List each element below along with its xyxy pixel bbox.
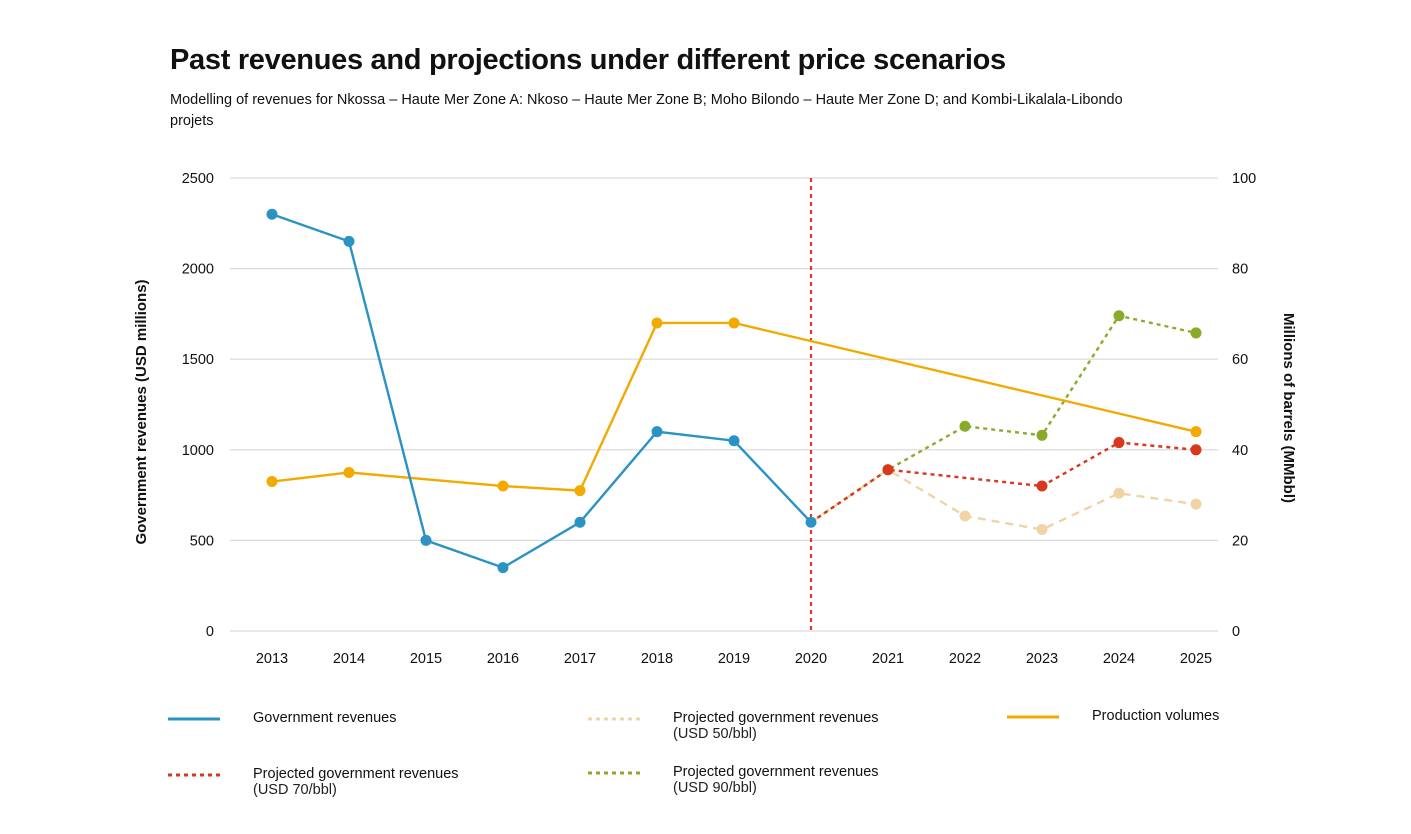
data-point bbox=[266, 208, 278, 220]
data-point bbox=[959, 420, 971, 432]
data-point bbox=[1190, 327, 1202, 339]
legend-swatch bbox=[168, 717, 220, 721]
x-tick-label: 2020 bbox=[795, 651, 827, 667]
data-point bbox=[1036, 524, 1048, 536]
x-tick-label: 2015 bbox=[410, 651, 442, 667]
y-tick-label: 500 bbox=[190, 533, 214, 549]
data-point bbox=[343, 466, 355, 478]
y2-tick-label: 60 bbox=[1232, 352, 1248, 368]
legend-sublabel: (USD 90/bbl) bbox=[673, 780, 757, 796]
x-tick-label: 2017 bbox=[564, 651, 596, 667]
y2-tick-label: 0 bbox=[1232, 624, 1240, 640]
data-point bbox=[1113, 437, 1125, 449]
data-point bbox=[728, 317, 740, 329]
legend-sublabel: (USD 50/bbl) bbox=[673, 726, 757, 742]
y-tick-label: 1500 bbox=[182, 352, 214, 368]
data-point bbox=[497, 480, 509, 492]
data-point bbox=[959, 510, 971, 522]
x-tick-label: 2018 bbox=[641, 651, 673, 667]
legend-label: Government revenues bbox=[253, 710, 397, 726]
data-point bbox=[497, 562, 509, 574]
x-tick-label: 2013 bbox=[256, 651, 288, 667]
y-tick-label: 1000 bbox=[182, 443, 214, 459]
data-point bbox=[1113, 487, 1125, 499]
x-tick-label: 2022 bbox=[949, 651, 981, 667]
legend-item: Projected government revenues (USD 90/bbl… bbox=[673, 764, 879, 796]
data-point bbox=[1036, 429, 1048, 441]
series-line bbox=[271, 321, 1197, 492]
x-tick-label: 2021 bbox=[872, 651, 904, 667]
y2-tick-label: 40 bbox=[1232, 443, 1248, 459]
legend-item: Government revenues bbox=[253, 710, 396, 726]
y2-tick-label: 80 bbox=[1232, 262, 1248, 278]
x-tick-label: 2023 bbox=[1026, 651, 1058, 667]
data-point bbox=[651, 317, 663, 329]
x-tick-label: 2024 bbox=[1103, 651, 1135, 667]
data-point bbox=[574, 516, 586, 528]
data-point bbox=[1190, 444, 1202, 456]
legend-item: Production volumes bbox=[1092, 708, 1219, 724]
data-point bbox=[651, 426, 663, 438]
chart-subtitle: Modelling of revenues for Nkossa – Haute… bbox=[170, 92, 1123, 129]
chart-title: Past revenues and projections under diff… bbox=[170, 44, 1006, 76]
data-point bbox=[1036, 480, 1048, 492]
legend-item: Projected government revenues (USD 70/bbl… bbox=[253, 766, 459, 798]
y2-axis-label: Millions of barrels (MMbbl) bbox=[1280, 313, 1297, 503]
x-tick-label: 2016 bbox=[487, 651, 519, 667]
legend-label: Projected government revenues bbox=[253, 766, 459, 782]
legend-swatch bbox=[588, 771, 640, 775]
x-tick-label: 2019 bbox=[718, 651, 750, 667]
x-tick-label: 2014 bbox=[333, 651, 365, 667]
legend-label: Production volumes bbox=[1092, 708, 1220, 724]
legend-swatch bbox=[1007, 715, 1059, 719]
data-point bbox=[728, 435, 740, 447]
data-point bbox=[1113, 310, 1125, 322]
data-point bbox=[574, 485, 586, 497]
y2-tick-label: 20 bbox=[1232, 533, 1248, 549]
y-tick-label: 0 bbox=[206, 624, 214, 640]
series-line bbox=[271, 213, 812, 569]
data-point bbox=[266, 476, 278, 488]
data-point bbox=[1190, 426, 1202, 438]
data-point bbox=[343, 235, 355, 247]
legend-sublabel: (USD 70/bbl) bbox=[253, 782, 337, 798]
legend-swatch bbox=[588, 717, 640, 721]
legend-item: Projected government revenues (USD 50/bbl… bbox=[673, 710, 879, 742]
legend-label: Projected government revenues bbox=[673, 764, 879, 780]
legend-label: Projected government revenues bbox=[673, 710, 879, 726]
y-tick-label: 2500 bbox=[182, 171, 214, 187]
data-point bbox=[1190, 498, 1202, 510]
y2-tick-label: 100 bbox=[1232, 171, 1256, 187]
data-point bbox=[805, 516, 817, 528]
legend-swatch bbox=[168, 773, 220, 777]
y-axis-label: Government revenues (USD millions) bbox=[133, 279, 150, 544]
x-tick-label: 2025 bbox=[1180, 651, 1212, 667]
series-line bbox=[810, 468, 1197, 531]
data-point bbox=[420, 534, 432, 546]
y-tick-label: 2000 bbox=[182, 262, 214, 278]
data-point bbox=[882, 464, 894, 476]
